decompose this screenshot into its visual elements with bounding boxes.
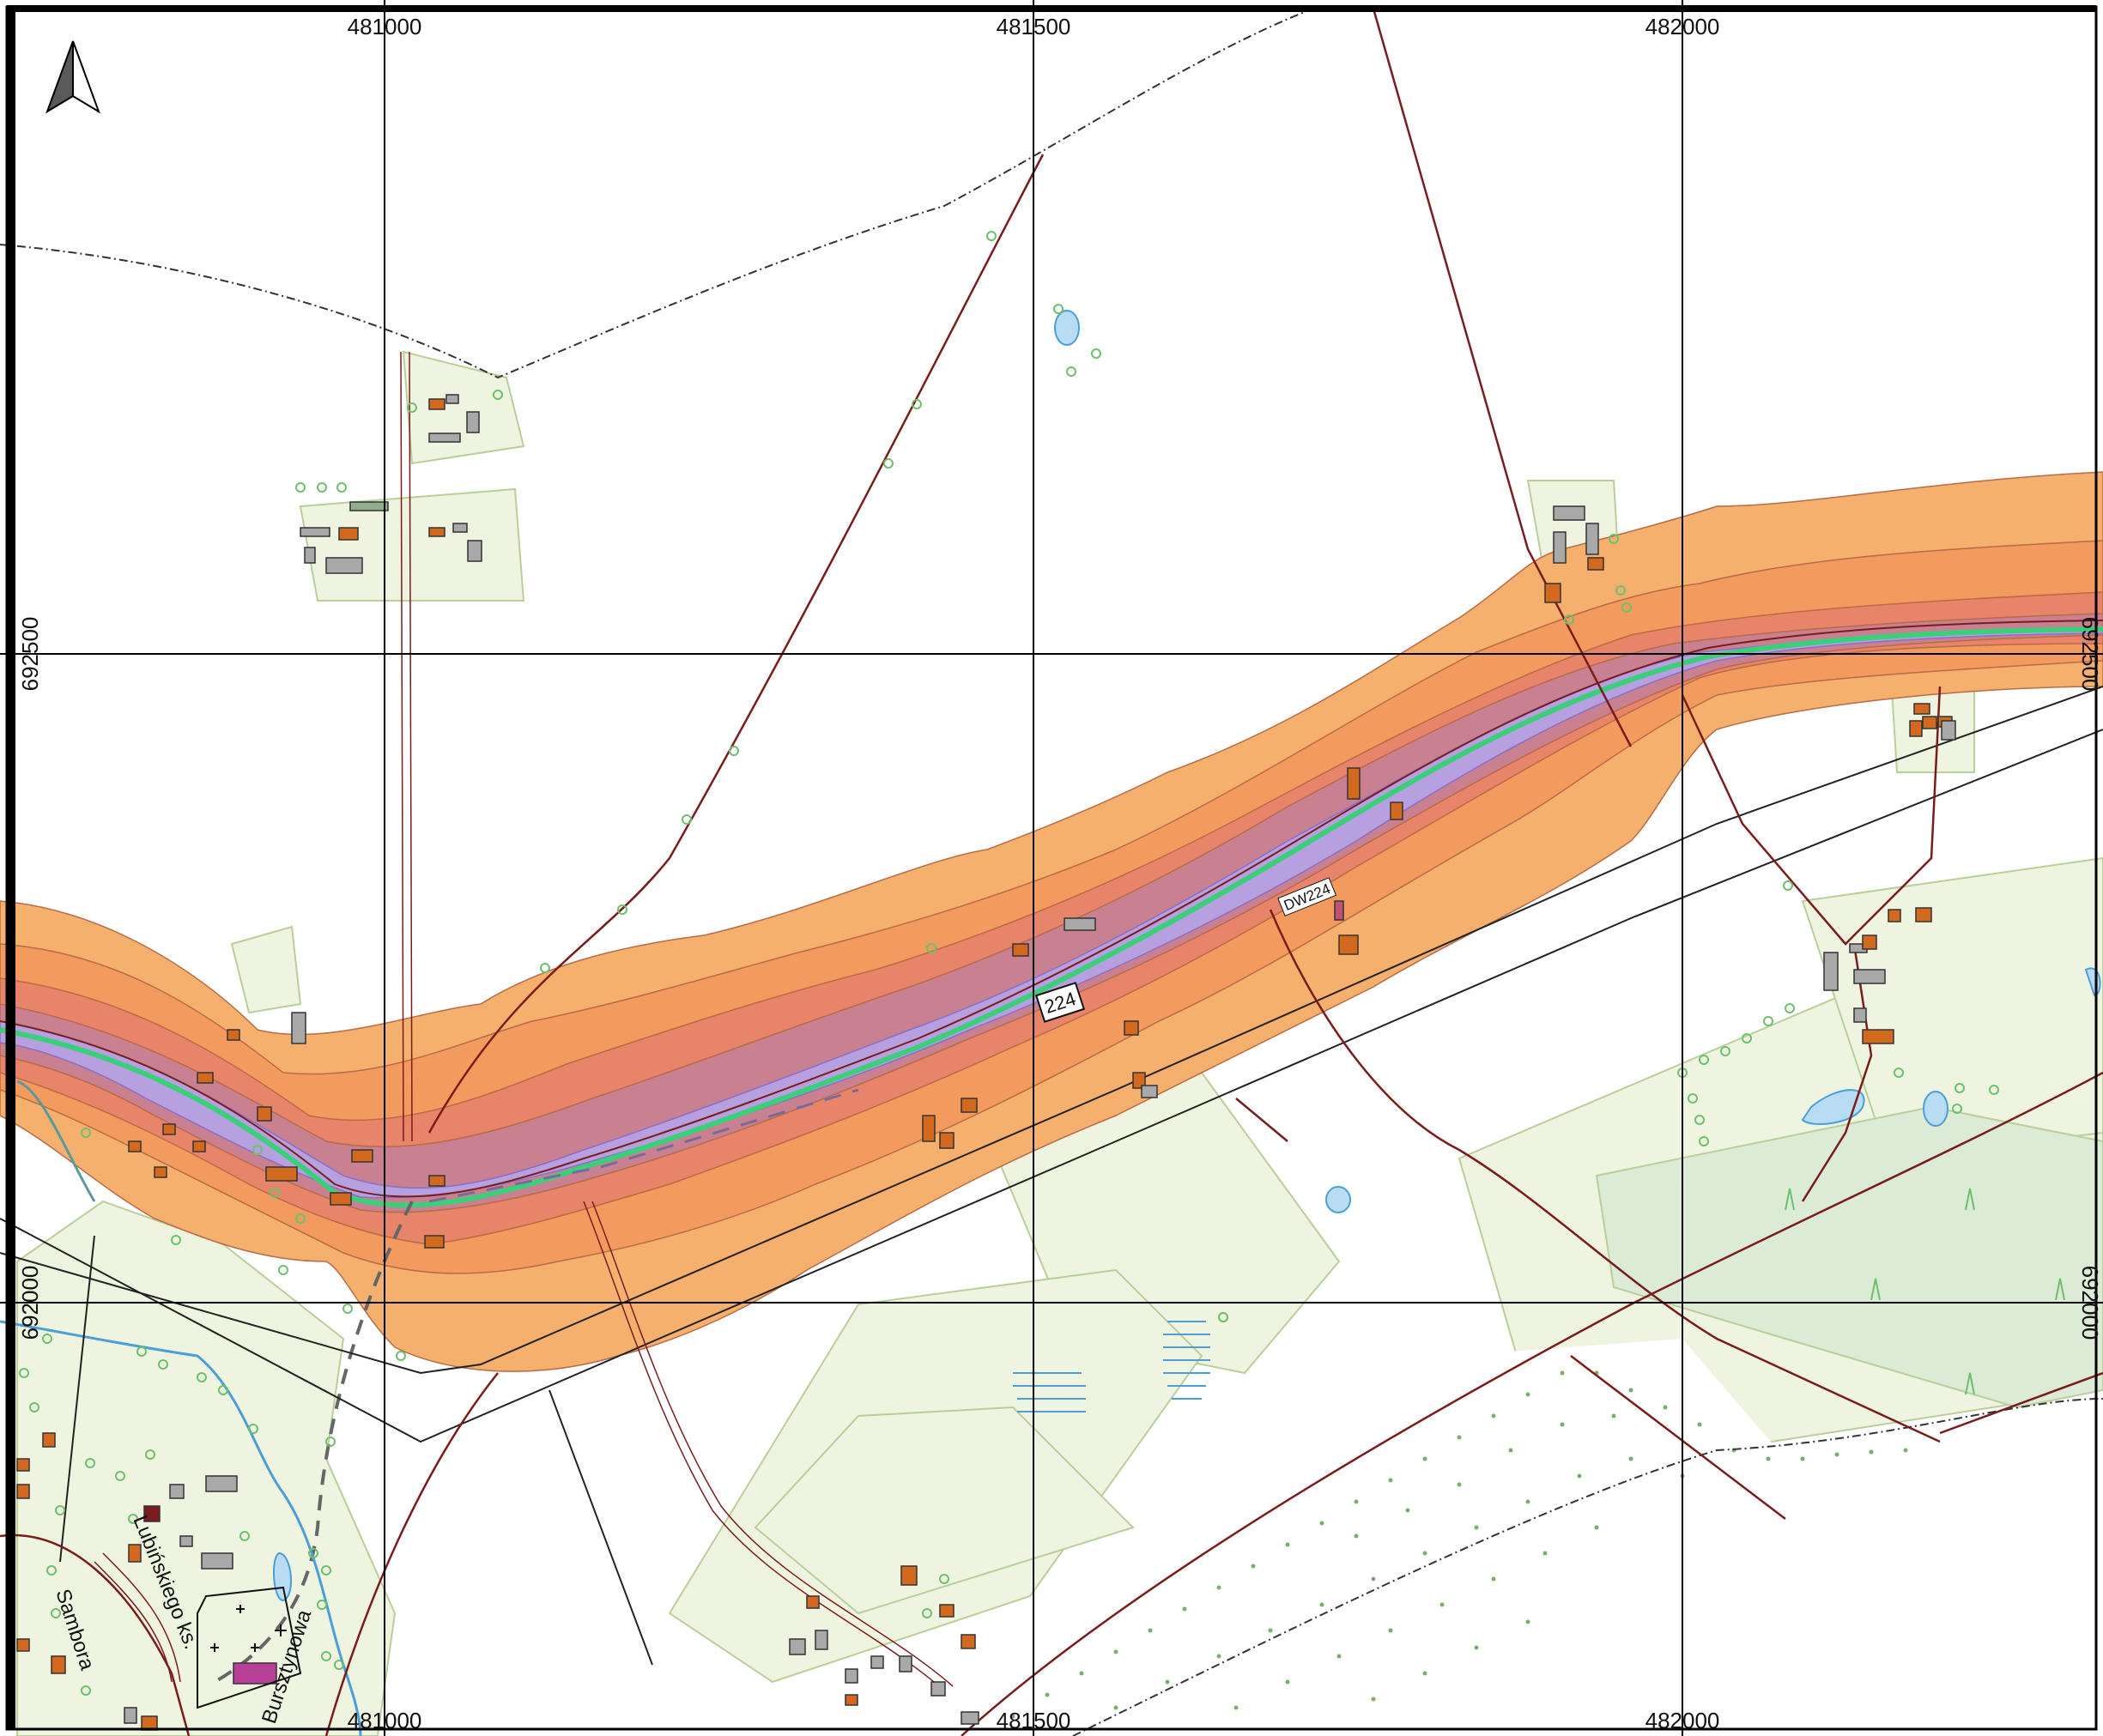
tracks	[0, 8, 2103, 1736]
noise-zone-3	[0, 591, 2103, 1245]
buildings	[16, 394, 1956, 1731]
noise-zone-inner	[0, 627, 2103, 1199]
road-shield: 224	[1034, 982, 1086, 1023]
forest-symbols	[1785, 1188, 2065, 1395]
noise-zone-4	[0, 613, 2103, 1213]
stream	[16, 1080, 96, 1202]
easting-label-bottom-2: 481500	[997, 1708, 1071, 1733]
dashed-trail-road	[428, 1088, 859, 1203]
northing-label-right-2: 692000	[2077, 1266, 2103, 1340]
easting-label-top-3: 482000	[1645, 14, 1720, 39]
admin-boundaries	[0, 8, 2103, 1736]
northing-label-right-1: 692500	[2077, 617, 2103, 692]
river	[0, 1320, 362, 1736]
double-tracks	[94, 351, 954, 1691]
road-dw224-edge	[0, 620, 2103, 1198]
water-bodies	[273, 310, 2101, 1602]
map-frame-left	[7, 7, 15, 1729]
northing-label-left-2: 692000	[17, 1266, 43, 1340]
noise-zones	[0, 471, 2103, 1372]
easting-label-bottom-3: 482000	[1645, 1708, 1720, 1733]
marsh-symbols	[1013, 1321, 1210, 1412]
cemetery-symbols	[197, 1586, 302, 1709]
orchard-area	[979, 1339, 1931, 1736]
tree-symbols	[19, 231, 1999, 1696]
northing-label-left-1: 692500	[17, 617, 43, 692]
railway-lines	[0, 686, 2103, 1666]
easting-label-bottom-1: 481000	[348, 1708, 422, 1733]
map-frame-top	[7, 5, 2096, 12]
easting-label-top-2: 481500	[997, 14, 1071, 39]
dashed-trail	[214, 1201, 414, 1684]
north-arrow-icon	[45, 40, 100, 114]
easting-label-top-1: 481000	[348, 14, 422, 39]
